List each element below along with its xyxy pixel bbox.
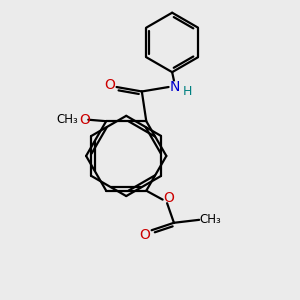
Text: O: O [164,191,175,205]
Text: H: H [183,85,193,98]
Text: N: N [170,80,180,94]
Text: CH₃: CH₃ [56,113,78,126]
Text: O: O [140,228,151,242]
Text: CH₃: CH₃ [200,213,221,226]
Text: O: O [79,113,90,127]
Text: O: O [105,78,116,92]
